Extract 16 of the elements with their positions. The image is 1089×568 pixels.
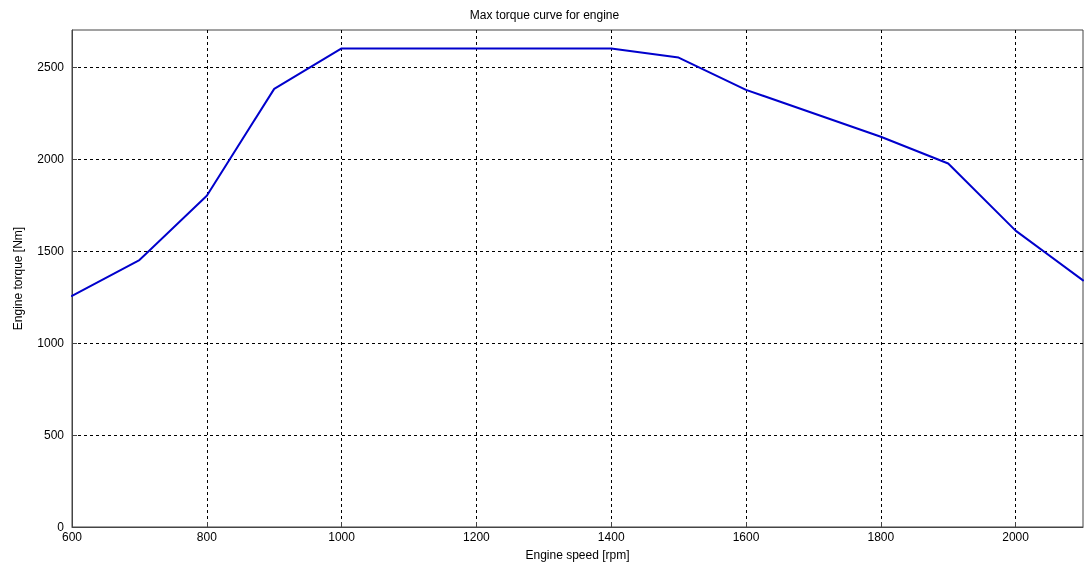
x-tick-label: 1600 [732,530,760,544]
x-tick-label: 800 [196,530,218,544]
x-tick-label: 2000 [1002,530,1030,544]
y-tick-label: 1500 [37,243,65,258]
y-tick-label: 2000 [37,151,65,166]
x-tick-label: 1000 [328,530,356,544]
line-series [71,47,1084,297]
y-axis-title: Engine torque [Nm] [11,226,25,331]
x-tick-label: 1400 [597,530,625,544]
y-tick-label: 2500 [37,59,65,74]
x-tick-label: 1200 [463,530,491,544]
y-tick-label: 1000 [37,335,65,350]
x-tick-label: 1800 [867,530,895,544]
y-tick-label: 500 [43,427,65,442]
x-axis-title: Engine speed [rpm] [525,548,630,562]
chart-title: Max torque curve for engine [469,8,620,22]
